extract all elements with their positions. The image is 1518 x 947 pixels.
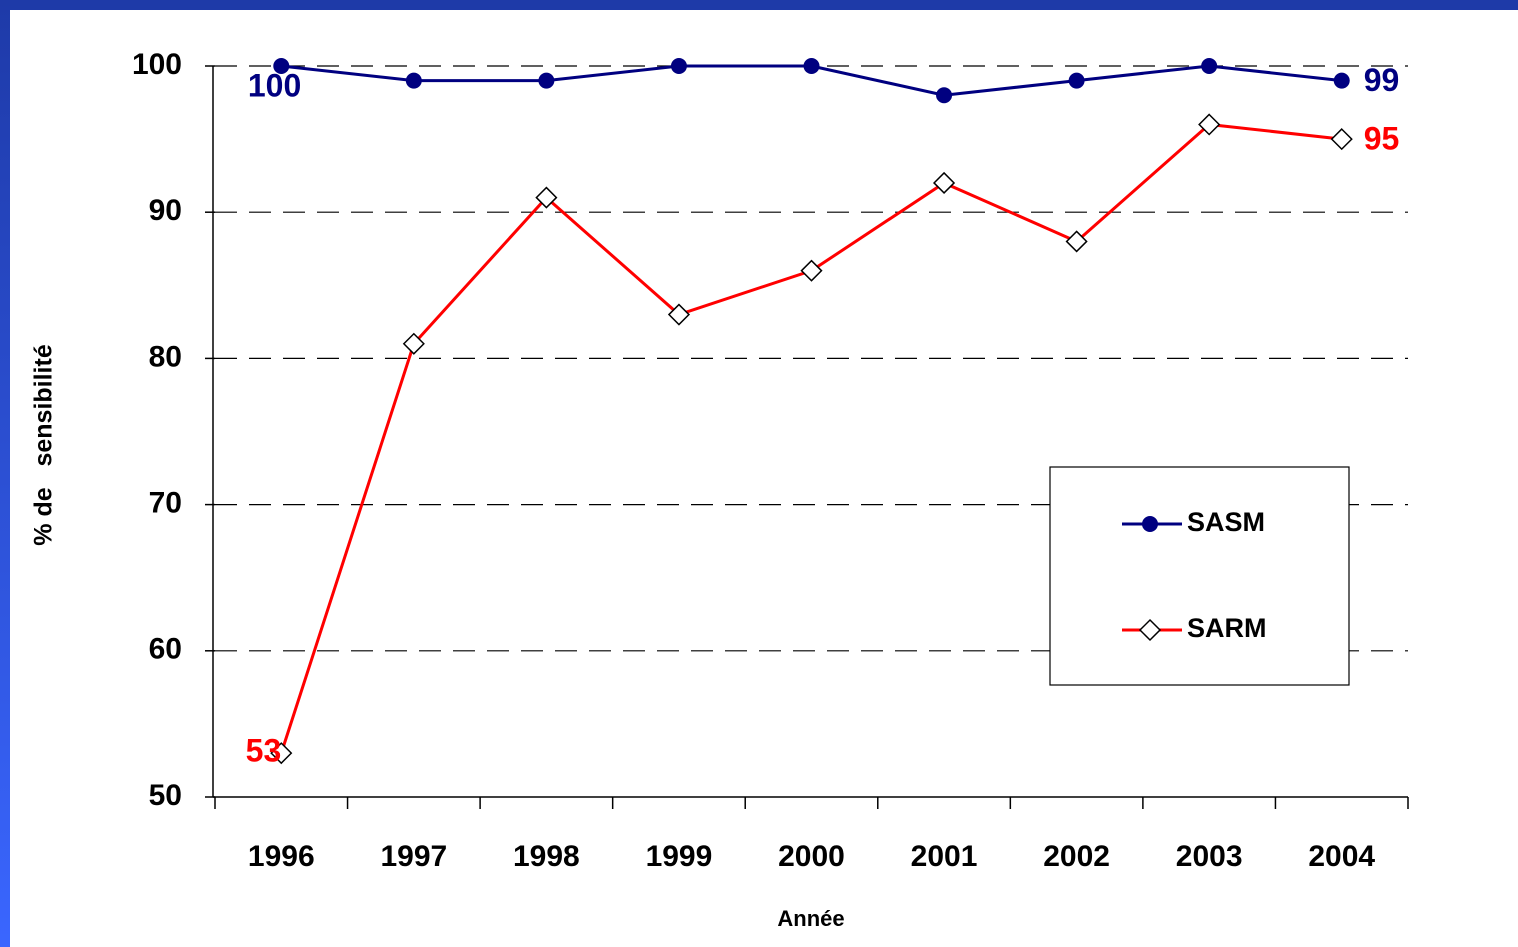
point — [402, 332, 425, 355]
y-tick-label: 60 — [149, 633, 182, 666]
point — [803, 58, 820, 74]
x-tick-label: 2002 — [1043, 840, 1110, 873]
x-tick-label: 1999 — [646, 840, 713, 873]
legend-box — [1049, 466, 1350, 686]
frame-left — [0, 0, 10, 947]
x-axis-title: Année — [777, 906, 844, 931]
x-tick-label: 2000 — [778, 840, 845, 873]
point — [1330, 128, 1353, 151]
y-tick-label: 50 — [149, 779, 182, 812]
x-tick-label: 2001 — [911, 840, 978, 873]
point — [273, 58, 290, 74]
point — [270, 742, 293, 765]
point — [535, 186, 558, 209]
data-label: 100 — [248, 67, 301, 103]
data-label: 95 — [1364, 121, 1400, 157]
x-tick-label: 2003 — [1176, 840, 1243, 873]
x-tick-label: 1998 — [513, 840, 580, 873]
data-label: 53 — [246, 733, 282, 769]
point — [1065, 230, 1088, 253]
y-tick-label: 70 — [149, 487, 182, 520]
point — [800, 259, 823, 282]
x-tick-label: 1996 — [248, 840, 315, 873]
y-tick-label: 90 — [149, 194, 182, 227]
point — [1138, 618, 1162, 642]
y-tick-label: 100 — [132, 48, 182, 81]
point — [667, 303, 691, 326]
point — [936, 87, 953, 104]
x-tick-label: 2004 — [1308, 840, 1375, 873]
point — [670, 58, 687, 74]
x-tick-label: 1997 — [380, 840, 447, 873]
data-label: 99 — [1364, 62, 1400, 98]
point — [1201, 58, 1218, 74]
legend-label: SASM — [1187, 507, 1265, 537]
point — [405, 72, 422, 89]
y-axis-title: % de sensibilité — [30, 344, 58, 546]
point — [1198, 113, 1221, 136]
point — [1142, 516, 1158, 532]
point — [1068, 72, 1085, 89]
point — [538, 72, 555, 89]
point — [932, 171, 956, 195]
point — [1333, 72, 1350, 89]
frame-top — [0, 0, 1518, 10]
legend-label: SARM — [1187, 613, 1267, 643]
y-tick-label: 80 — [149, 340, 182, 373]
